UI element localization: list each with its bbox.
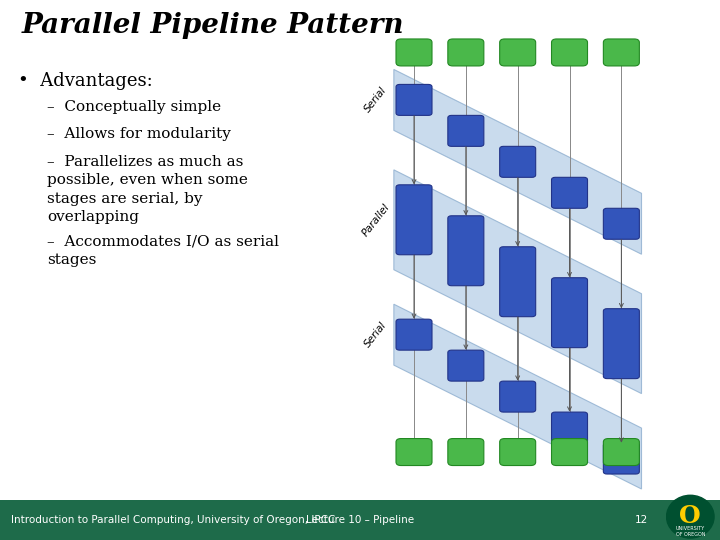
FancyBboxPatch shape: [448, 216, 484, 286]
FancyBboxPatch shape: [396, 438, 432, 465]
Text: •  Advantages:: • Advantages:: [18, 72, 153, 90]
Circle shape: [667, 495, 714, 538]
FancyBboxPatch shape: [396, 84, 432, 116]
FancyBboxPatch shape: [396, 39, 432, 66]
FancyBboxPatch shape: [500, 146, 536, 177]
FancyBboxPatch shape: [552, 278, 588, 348]
FancyBboxPatch shape: [552, 438, 588, 465]
FancyBboxPatch shape: [603, 443, 639, 474]
FancyBboxPatch shape: [448, 39, 484, 66]
FancyBboxPatch shape: [552, 39, 588, 66]
Text: Lecture 10 – Pipeline: Lecture 10 – Pipeline: [306, 515, 414, 525]
Text: Serial: Serial: [363, 85, 389, 114]
FancyBboxPatch shape: [500, 247, 536, 316]
FancyBboxPatch shape: [448, 438, 484, 465]
Text: –  Parallelizes as much as
possible, even when some
stages are serial, by
overla: – Parallelizes as much as possible, even…: [47, 155, 248, 224]
Text: Serial: Serial: [363, 320, 389, 349]
FancyBboxPatch shape: [396, 319, 432, 350]
Text: Parallel: Parallel: [360, 201, 392, 238]
FancyBboxPatch shape: [396, 185, 432, 255]
Polygon shape: [394, 70, 642, 254]
FancyBboxPatch shape: [500, 381, 536, 412]
FancyBboxPatch shape: [552, 177, 588, 208]
Text: –  Allows for modularity: – Allows for modularity: [47, 127, 230, 141]
FancyBboxPatch shape: [603, 208, 639, 239]
FancyBboxPatch shape: [500, 39, 536, 66]
Text: –  Accommodates I/O as serial
stages: – Accommodates I/O as serial stages: [47, 235, 279, 267]
FancyBboxPatch shape: [603, 309, 639, 379]
Text: –  Conceptually simple: – Conceptually simple: [47, 100, 221, 114]
FancyBboxPatch shape: [603, 39, 639, 66]
FancyBboxPatch shape: [448, 116, 484, 146]
Polygon shape: [394, 170, 642, 394]
Text: O: O: [680, 504, 701, 528]
Text: Introduction to Parallel Computing, University of Oregon, IPCC: Introduction to Parallel Computing, Univ…: [11, 515, 336, 525]
Text: 12: 12: [635, 515, 648, 525]
Polygon shape: [394, 304, 642, 489]
FancyBboxPatch shape: [448, 350, 484, 381]
Text: Parallel Pipeline Pattern: Parallel Pipeline Pattern: [22, 12, 404, 39]
FancyBboxPatch shape: [500, 438, 536, 465]
FancyBboxPatch shape: [552, 412, 588, 443]
FancyBboxPatch shape: [603, 438, 639, 465]
Text: UNIVERSITY
OF OREGON: UNIVERSITY OF OREGON: [675, 526, 705, 537]
